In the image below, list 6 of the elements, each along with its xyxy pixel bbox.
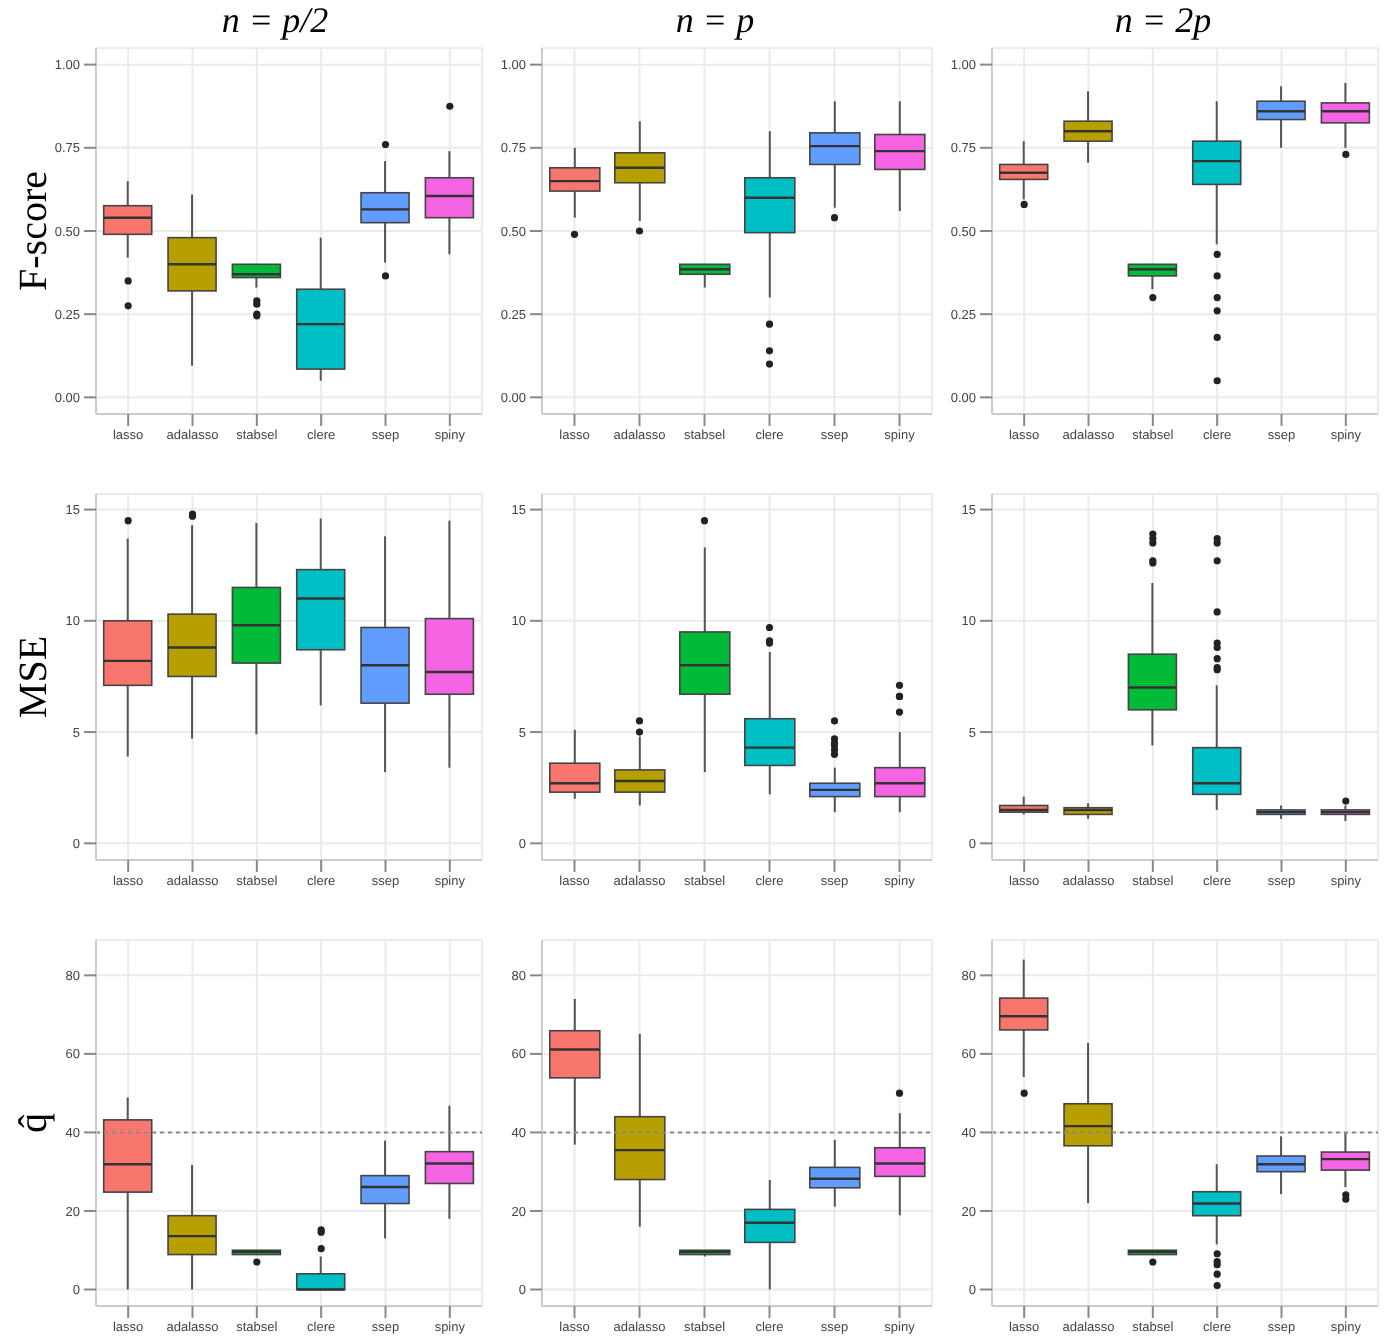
chart-title: n = p	[673, 0, 757, 40]
chart-title: n = p/2	[219, 0, 331, 40]
y-axis-title: MSE	[12, 635, 57, 719]
y-axis-title: F-score	[12, 170, 57, 291]
chart-title: n = 2p	[1112, 0, 1214, 40]
y-axis-title: q̂	[12, 1113, 57, 1133]
